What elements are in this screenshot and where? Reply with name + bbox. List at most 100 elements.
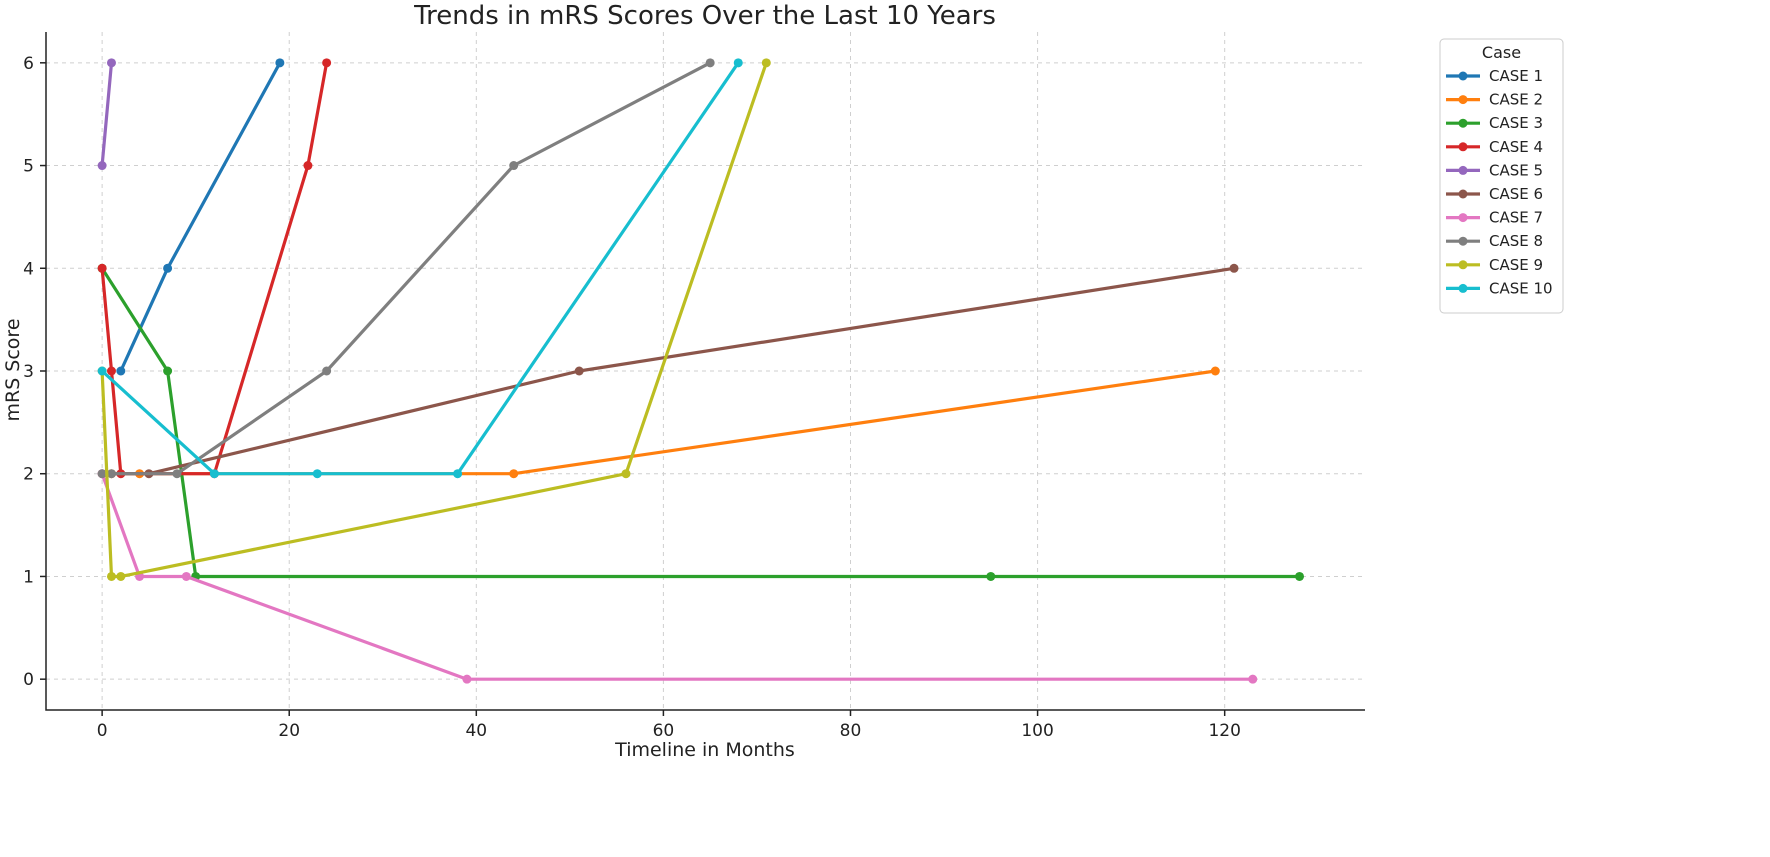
x-axis-label: Timeline in Months (614, 739, 795, 761)
legend-item: CASE 5 (1446, 161, 1543, 179)
legend-label: CASE 2 (1489, 91, 1543, 109)
series-line (100, 61, 768, 579)
data-point (705, 58, 715, 68)
legend-item: CASE 8 (1446, 232, 1543, 250)
legend-item: CASE 3 (1446, 114, 1543, 132)
y-tick-label: 3 (23, 362, 34, 382)
y-axis-label: mRS Score (2, 318, 24, 421)
legend-label: CASE 3 (1489, 114, 1543, 132)
y-tick-label: 4 (23, 259, 34, 279)
legend-label: CASE 6 (1489, 185, 1543, 203)
data-point (106, 571, 116, 581)
legend: Case CASE 1 CASE 2 CASE 3 CASE 4 CASE 5 CASE 6… (1439, 38, 1564, 314)
series-case-8 (97, 58, 715, 479)
legend-label: CASE 10 (1489, 279, 1553, 297)
legend-swatch-marker (1458, 283, 1468, 293)
legend-swatch-marker (1458, 95, 1468, 105)
data-point (509, 161, 519, 171)
data-point (986, 571, 996, 581)
data-point (106, 58, 116, 68)
y-tick-label: 0 (23, 670, 34, 690)
data-point (106, 469, 116, 479)
data-point (761, 58, 771, 68)
data-point (116, 366, 126, 376)
data-point (509, 469, 519, 479)
series-line (100, 61, 114, 168)
data-point (275, 58, 285, 68)
series-line (100, 266, 1302, 579)
data-point (1295, 571, 1305, 581)
legend-item: CASE 7 (1446, 209, 1543, 227)
data-point (172, 469, 182, 479)
legend-label: CASE 8 (1489, 232, 1543, 250)
data-point (1210, 366, 1220, 376)
data-point (303, 161, 313, 171)
legend-swatch-marker (1458, 236, 1468, 246)
legend-label: CASE 1 (1489, 67, 1543, 85)
data-point (163, 263, 173, 273)
y-tick-label: 1 (23, 567, 34, 587)
legend-item: CASE 10 (1446, 279, 1553, 297)
y-tick-label: 5 (23, 157, 34, 177)
x-tick-label: 20 (278, 721, 300, 741)
data-point (97, 161, 107, 171)
data-point (621, 469, 631, 479)
data-point (322, 366, 332, 376)
grid (46, 32, 1365, 710)
legend-item: CASE 1 (1446, 67, 1543, 85)
legend-swatch-marker (1458, 189, 1468, 199)
data-point (97, 366, 107, 376)
chart-title: Trends in mRS Scores Over the Last 10 Ye… (413, 1, 996, 31)
y-tick-label: 2 (23, 465, 34, 485)
legend-label: CASE 7 (1489, 209, 1543, 227)
series-case-3 (97, 263, 1305, 581)
legend-title: Case (1482, 43, 1521, 62)
data-point (97, 469, 107, 479)
series-case-1 (116, 58, 285, 376)
legend-item: CASE 9 (1446, 256, 1543, 274)
series-case-2 (106, 366, 1220, 479)
series-layer (97, 58, 1305, 684)
series-case-9 (97, 58, 771, 581)
legend-item: CASE 4 (1446, 138, 1543, 156)
x-tick-label: 80 (840, 721, 862, 741)
data-point (163, 366, 173, 376)
series-case-10 (97, 58, 743, 479)
x-tick-label: 40 (465, 721, 487, 741)
data-point (322, 58, 332, 68)
legend-label: CASE 5 (1489, 161, 1543, 179)
data-point (1248, 674, 1258, 684)
axes: 0 20 40 60 80 100 120 0 1 2 3 4 5 6 (23, 32, 1365, 741)
x-tick-label: 120 (1208, 721, 1240, 741)
legend-item: CASE 2 (1446, 91, 1543, 109)
data-point (312, 469, 322, 479)
legend-swatch-marker (1458, 213, 1468, 223)
legend-swatch-marker (1458, 260, 1468, 270)
x-tick-label: 60 (653, 721, 675, 741)
data-point (116, 571, 126, 581)
data-point (209, 469, 219, 479)
data-point (574, 366, 584, 376)
legend-box (1439, 38, 1564, 314)
legend-swatch-marker (1458, 118, 1468, 128)
legend-swatch-marker (1458, 71, 1468, 81)
data-point (181, 571, 191, 581)
x-tick-label: 100 (1021, 721, 1053, 741)
data-point (97, 263, 107, 273)
legend-swatch-marker (1458, 142, 1468, 152)
legend-label: CASE 9 (1489, 256, 1543, 274)
series-case-5 (97, 58, 116, 171)
legend-item: CASE 6 (1446, 185, 1543, 203)
data-point (733, 58, 743, 68)
data-point (1229, 263, 1239, 273)
x-tick-label: 0 (97, 721, 108, 741)
series-line (119, 61, 282, 373)
data-point (106, 366, 116, 376)
data-point (453, 469, 463, 479)
y-tick-label: 6 (23, 54, 34, 74)
legend-swatch-marker (1458, 165, 1468, 175)
legend-label: CASE 4 (1489, 138, 1543, 156)
data-point (462, 674, 472, 684)
axis-spines (45, 32, 1365, 711)
